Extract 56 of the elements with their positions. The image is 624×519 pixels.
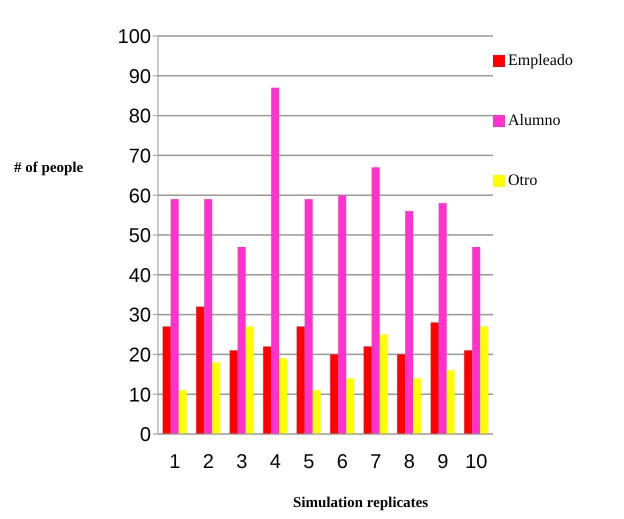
x-tick-label: 4	[270, 451, 281, 474]
x-tick-label: 8	[404, 451, 415, 474]
bar	[338, 195, 346, 434]
bar	[413, 378, 422, 434]
bar	[330, 354, 338, 434]
bar	[296, 326, 305, 434]
legend-label: Empleado	[508, 52, 573, 70]
bar	[480, 326, 488, 434]
bar	[162, 326, 171, 434]
x-tick-label: 3	[236, 451, 248, 474]
bar	[170, 199, 179, 434]
y-tick-label: 10	[128, 384, 151, 406]
y-tick-label: 60	[128, 185, 151, 208]
bar	[380, 334, 388, 434]
y-tick-label: 100	[118, 26, 151, 48]
y-tick-label: 90	[128, 66, 151, 88]
bar	[204, 199, 212, 434]
y-tick-label: 70	[128, 146, 151, 168]
y-tick-label: 20	[128, 344, 151, 366]
x-tick-label: 1	[169, 451, 180, 474]
x-tick-label: 10	[465, 451, 488, 474]
legend-label: Otro	[508, 172, 538, 190]
x-tick-label: 7	[370, 451, 382, 474]
y-tick-label: 30	[128, 304, 151, 327]
bar	[238, 246, 246, 434]
bar	[430, 322, 439, 434]
bar	[312, 390, 321, 434]
bar	[271, 88, 280, 434]
y-tick-label: 80	[128, 106, 151, 128]
bar	[372, 167, 380, 434]
y-axis-title: # of people	[14, 160, 84, 177]
bar	[304, 199, 313, 434]
bar	[397, 354, 406, 434]
bar	[405, 211, 414, 434]
bar	[178, 390, 187, 434]
y-tick-label: 50	[128, 225, 151, 248]
bar	[279, 358, 288, 434]
bar	[263, 346, 272, 434]
y-tick-label: 0	[140, 424, 151, 446]
x-tick-label: 6	[336, 451, 348, 474]
bar	[212, 362, 220, 434]
bar	[438, 203, 447, 434]
bar	[246, 326, 254, 434]
x-tick-label: 5	[303, 451, 314, 474]
bar	[364, 346, 372, 434]
legend-label: Alumno	[508, 112, 560, 130]
x-tick-label: 9	[437, 451, 448, 474]
bar	[346, 378, 354, 434]
x-axis-title: Simulation replicates	[293, 495, 428, 512]
y-tick-label: 40	[128, 264, 151, 287]
bar	[196, 306, 204, 434]
bar	[464, 350, 472, 434]
bar	[446, 370, 455, 434]
bar	[472, 246, 480, 434]
bar	[230, 350, 238, 434]
x-tick-label: 2	[202, 451, 214, 474]
